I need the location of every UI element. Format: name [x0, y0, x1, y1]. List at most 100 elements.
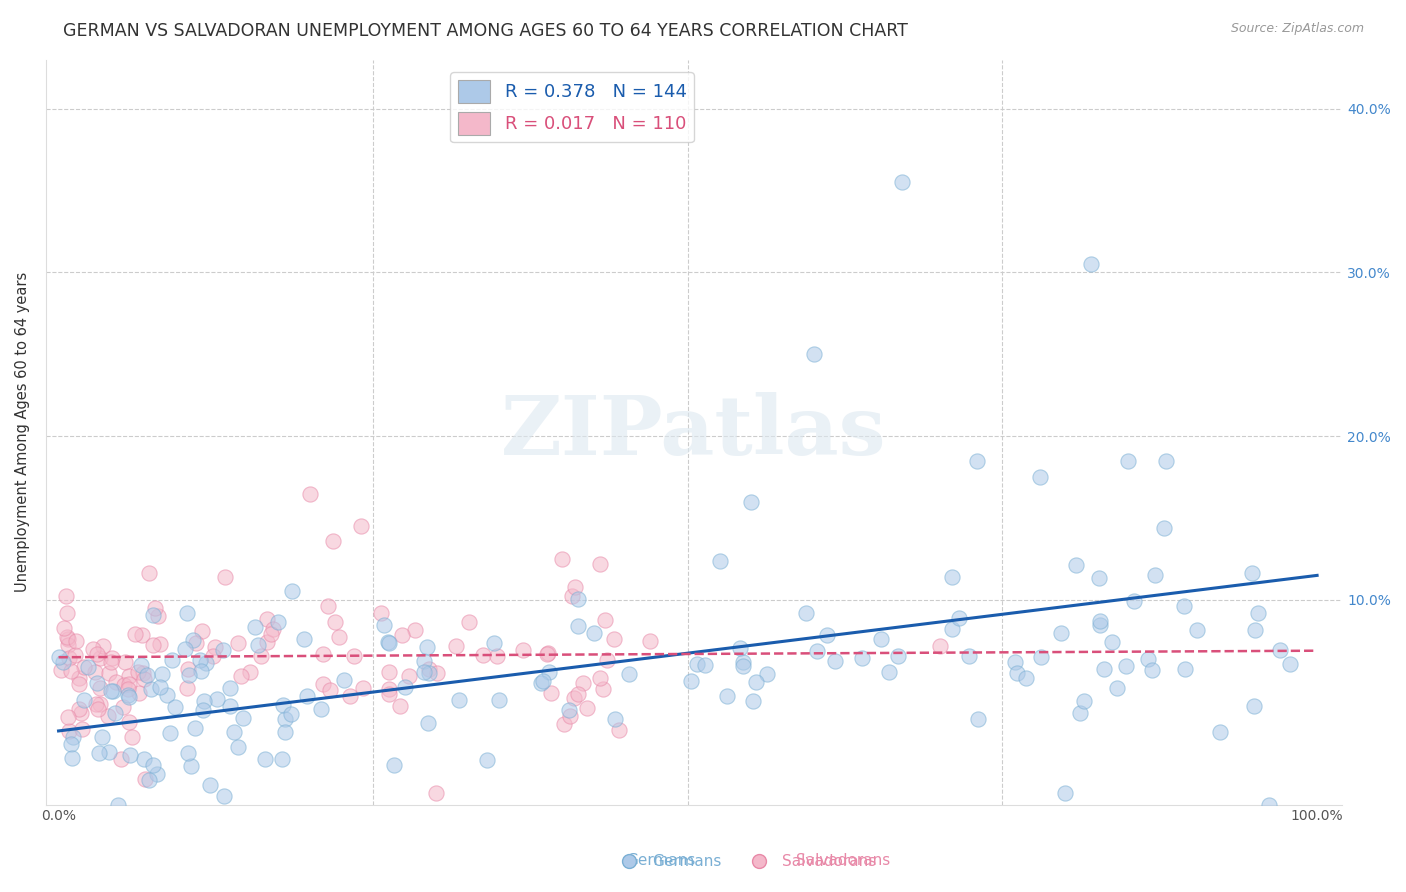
Point: [1115, 658, 1137, 673]
Point: [572, 675, 595, 690]
Point: [1050, 626, 1073, 640]
Point: [52, 655, 75, 669]
Point: [567, 687, 589, 701]
Point: [56, 632, 79, 646]
Point: [425, 786, 447, 800]
Point: [149, 637, 172, 651]
Point: [256, 612, 278, 626]
Point: [58, 710, 80, 724]
Point: [378, 665, 401, 680]
Point: [60, 751, 83, 765]
Point: [146, 609, 169, 624]
Point: [55, 589, 77, 603]
Point: [160, 653, 183, 667]
Point: [1240, 566, 1263, 581]
Point: [193, 694, 215, 708]
Point: [100, 684, 122, 698]
Point: [941, 622, 963, 636]
Point: [247, 638, 270, 652]
Point: [117, 682, 139, 697]
Point: [87, 702, 110, 716]
Point: [97, 708, 120, 723]
Point: [607, 723, 630, 738]
Point: [583, 626, 606, 640]
Point: [603, 712, 626, 726]
Point: [292, 632, 315, 647]
Point: [1209, 724, 1232, 739]
Point: [176, 681, 198, 696]
Point: [512, 643, 534, 657]
Point: [558, 709, 581, 723]
Point: [1243, 623, 1265, 637]
Point: [1101, 635, 1123, 649]
Point: [482, 636, 505, 650]
Point: [709, 554, 731, 568]
Point: [273, 698, 295, 713]
Point: [60, 665, 83, 679]
Point: [224, 724, 246, 739]
Point: [928, 639, 950, 653]
Point: [948, 611, 970, 625]
Point: [104, 706, 127, 721]
Point: [118, 690, 141, 705]
Point: [731, 659, 754, 673]
Text: Germans: Germans: [626, 854, 696, 868]
Point: [328, 630, 350, 644]
Point: [184, 636, 207, 650]
Point: [1174, 662, 1197, 676]
Point: [143, 601, 166, 615]
Point: [84, 665, 107, 680]
Point: [447, 693, 470, 707]
Point: [274, 712, 297, 726]
Point: [200, 778, 222, 792]
Point: [1088, 614, 1111, 628]
Point: [188, 653, 211, 667]
Point: [1258, 797, 1281, 812]
Point: [394, 680, 416, 694]
Point: [118, 677, 141, 691]
Point: [389, 698, 412, 713]
Point: [794, 606, 817, 620]
Point: [567, 618, 589, 632]
Point: [110, 752, 132, 766]
Point: [55, 606, 77, 620]
Point: [382, 758, 405, 772]
Point: [141, 681, 163, 696]
Point: [67, 702, 90, 716]
Point: [191, 703, 214, 717]
Point: [1073, 694, 1095, 708]
Point: [150, 667, 173, 681]
Point: [70, 722, 93, 736]
Point: [184, 722, 207, 736]
Point: [1116, 454, 1139, 468]
Point: [488, 693, 510, 707]
Point: [243, 619, 266, 633]
Point: [564, 580, 586, 594]
Point: [1088, 571, 1111, 585]
Point: [596, 653, 619, 667]
Point: [418, 715, 440, 730]
Point: [1054, 786, 1077, 800]
Point: [53, 621, 76, 635]
Point: [89, 681, 111, 695]
Point: [557, 703, 579, 717]
Point: [941, 570, 963, 584]
Point: [239, 665, 262, 680]
Point: [1069, 706, 1091, 720]
Point: [56, 630, 79, 644]
Point: [1136, 651, 1159, 665]
Point: [173, 641, 195, 656]
Point: [745, 674, 768, 689]
Point: [458, 615, 481, 629]
Point: [349, 519, 371, 533]
Point: [593, 613, 616, 627]
Text: GERMAN VS SALVADORAN UNEMPLOYMENT AMONG AGES 60 TO 64 YEARS CORRELATION CHART: GERMAN VS SALVADORAN UNEMPLOYMENT AMONG …: [63, 22, 908, 40]
Point: [84, 698, 107, 712]
Point: [142, 607, 165, 622]
Point: [561, 590, 583, 604]
Point: [391, 628, 413, 642]
Point: [132, 752, 155, 766]
Text: ZIPatlas: ZIPatlas: [502, 392, 887, 472]
Point: [815, 627, 838, 641]
Point: [378, 681, 401, 696]
